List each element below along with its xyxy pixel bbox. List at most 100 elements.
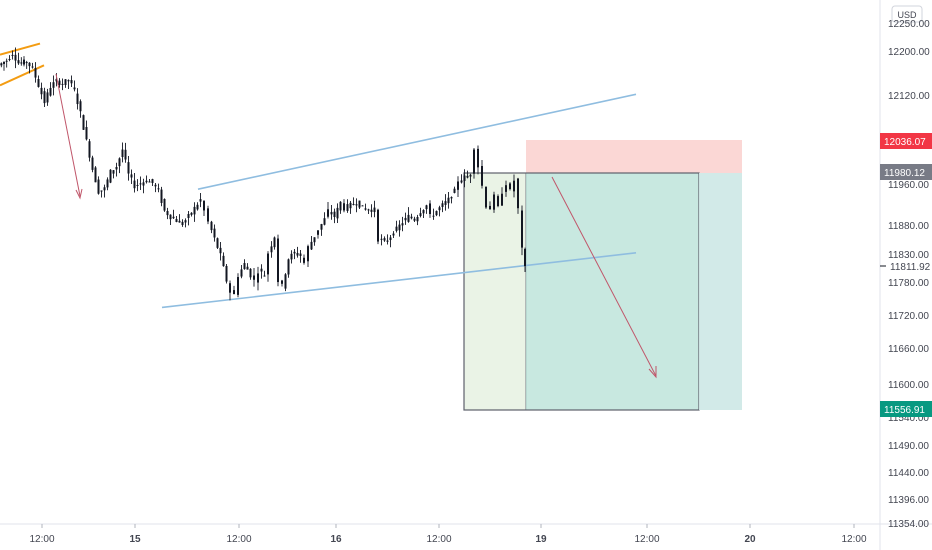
- candle-body: [73, 87, 76, 90]
- candle-body: [501, 193, 503, 206]
- candle-body: [28, 62, 31, 67]
- candle-body: [37, 79, 40, 87]
- candle-body: [142, 182, 145, 186]
- candle-body: [166, 211, 169, 216]
- candle-body: [0, 63, 3, 66]
- candle-body: [243, 263, 246, 270]
- candle-body: [521, 210, 523, 248]
- candle-body: [219, 247, 222, 254]
- candle-body: [178, 220, 181, 223]
- candle-body: [121, 149, 124, 158]
- currency-badge[interactable]: [891, 5, 923, 23]
- target-value: 11556.91: [884, 405, 925, 416]
- arrow-annotation-2[interactable]: [551, 176, 657, 379]
- time-axis[interactable]: 12:00 15 12:00 16 12:00 19 12:00 20 12:00: [29, 524, 867, 545]
- candle-body: [497, 196, 499, 207]
- range-box[interactable]: [463, 172, 527, 411]
- candle-body: [148, 181, 151, 183]
- candle-body: [323, 218, 326, 225]
- candle-body: [267, 253, 269, 275]
- candle-body: [257, 273, 259, 283]
- candle-body: [330, 212, 333, 215]
- stop-loss-tag: 12036.07: [880, 133, 932, 149]
- candle-body: [373, 207, 376, 213]
- price-tick-label: 12120.00: [888, 91, 930, 102]
- target-tag: 11556.91: [880, 401, 932, 417]
- plot-area[interactable]: [0, 0, 880, 524]
- candle-body: [157, 188, 160, 190]
- candle-body: [94, 167, 97, 183]
- candle-body: [355, 204, 358, 206]
- price-axis[interactable]: USD 12250.00 12200.00 12120.00 11960.00 1188…: [888, 5, 930, 530]
- price-tick-label: 11540.00: [888, 413, 929, 424]
- time-tick-label: 15: [129, 534, 141, 545]
- candle-body: [67, 80, 70, 82]
- candle-body: [3, 61, 5, 64]
- candle-body: [31, 66, 34, 68]
- candle-body: [43, 91, 46, 104]
- candle-body: [453, 188, 456, 193]
- candle-body: [327, 209, 329, 217]
- candle-body: [404, 217, 407, 221]
- candle-body: [367, 209, 370, 211]
- candle-body: [5, 60, 8, 62]
- candle-body: [23, 59, 25, 65]
- candle-body: [196, 204, 199, 210]
- candle-body: [370, 209, 373, 212]
- candle-body: [97, 179, 100, 194]
- candle-body: [517, 178, 519, 209]
- candle-body: [410, 216, 413, 219]
- candle-body: [190, 212, 193, 215]
- orange-upper-line[interactable]: [0, 42, 41, 56]
- candle-body: [25, 62, 28, 64]
- currency-label: USD: [897, 10, 917, 20]
- candle-body: [407, 214, 410, 222]
- price-tick-label: 11600.00: [888, 380, 929, 391]
- candle-body: [313, 237, 316, 243]
- candle-body: [513, 180, 515, 192]
- candle-body: [55, 78, 58, 82]
- candle-body: [213, 228, 216, 238]
- candle-body: [441, 203, 444, 207]
- channel-lower-trendline[interactable]: [161, 251, 637, 309]
- candle-body: [115, 166, 118, 170]
- candle-body: [181, 221, 184, 226]
- candle-body: [154, 184, 157, 187]
- candle-body: [303, 257, 305, 263]
- candle-body: [358, 200, 361, 208]
- target-extension-zone[interactable]: [699, 173, 742, 410]
- candle-body: [64, 79, 67, 86]
- orange-lower-line[interactable]: [0, 64, 45, 87]
- candle-body: [61, 83, 64, 85]
- candle-body: [109, 169, 112, 183]
- stop-loss-value: 12036.07: [884, 137, 926, 148]
- candle-body: [172, 216, 175, 219]
- price-tick-label: 11720.00: [888, 311, 929, 322]
- candle-body: [401, 223, 404, 226]
- candle-body: [398, 224, 401, 231]
- candle-body: [450, 197, 453, 199]
- candle-body: [284, 274, 287, 289]
- arrow-annotation-1[interactable]: [55, 73, 83, 200]
- candle-body: [52, 82, 55, 88]
- channel-upper-trendline[interactable]: [197, 93, 637, 190]
- price-tick-label: 11440.00: [888, 468, 929, 479]
- candle-body: [481, 165, 483, 186]
- time-tick-label: 12:00: [426, 534, 451, 545]
- candle-body: [17, 60, 20, 64]
- entry-value: 11980.12: [884, 168, 925, 179]
- risk-zone[interactable]: [526, 140, 742, 173]
- candle-body: [20, 62, 23, 64]
- candle-body: [103, 187, 106, 191]
- candle-body: [457, 181, 459, 190]
- candle-body: [281, 280, 283, 284]
- candle-body: [466, 175, 469, 178]
- time-tick-label: 16: [330, 534, 342, 545]
- candle-body: [469, 174, 472, 177]
- candle-body: [130, 174, 133, 178]
- candle-body: [310, 241, 313, 250]
- candle-body: [509, 183, 511, 190]
- candle-body: [299, 253, 302, 256]
- candle-body: [216, 238, 219, 248]
